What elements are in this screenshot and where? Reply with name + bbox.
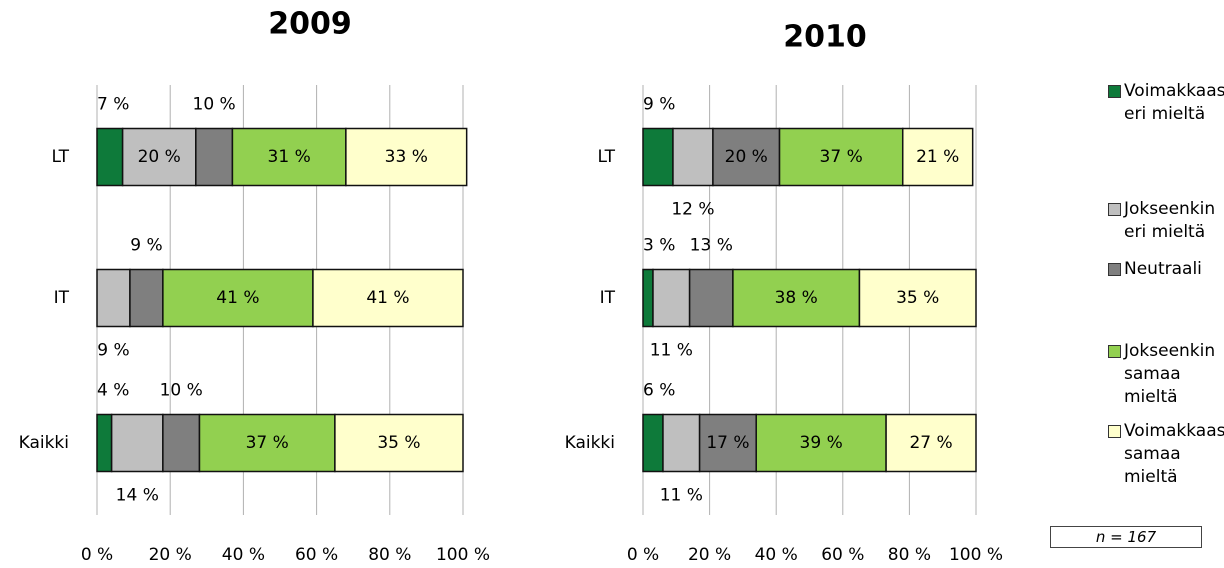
bar-segment	[885, 413, 977, 473]
data-label: 41 %	[216, 288, 259, 308]
bar-segment	[778, 127, 904, 187]
legend-label: Voimakkaasti eri mieltä	[1124, 81, 1224, 124]
bar-segment	[662, 413, 701, 473]
data-label: 4 %	[97, 381, 129, 401]
y-tick-label: Kaikki	[565, 433, 615, 453]
chart-title: 2009	[268, 7, 352, 42]
data-label: 31 %	[268, 147, 311, 167]
bar-segment	[96, 268, 131, 328]
data-label: 11 %	[650, 341, 693, 361]
data-label: 17 %	[706, 433, 749, 453]
data-label: 21 %	[916, 147, 959, 167]
data-label: 3 %	[643, 236, 675, 256]
y-tick-label: LT	[597, 147, 615, 167]
bar-segment	[121, 127, 197, 187]
y-tick-label: IT	[54, 288, 70, 308]
data-label: 38 %	[775, 288, 818, 308]
data-label: 35 %	[896, 288, 939, 308]
bar-segment	[110, 413, 164, 473]
legend-item: Voimakkaasti eri mieltä	[1108, 80, 1224, 126]
bar-segment	[672, 127, 714, 187]
x-tick-label: 20 %	[688, 545, 731, 565]
legend-swatch	[1108, 263, 1121, 276]
note: n = 167	[1050, 526, 1202, 548]
x-tick-label: 80 %	[368, 545, 411, 565]
legend-swatch	[1108, 425, 1121, 438]
bar-segment	[652, 268, 691, 328]
x-tick-label: 60 %	[295, 545, 338, 565]
data-label: 37 %	[246, 433, 289, 453]
data-label: 9 %	[130, 236, 162, 256]
bar-segment	[195, 127, 234, 187]
x-tick-label: 100 %	[436, 545, 490, 565]
x-tick-label: 40 %	[755, 545, 798, 565]
bar-segment	[642, 127, 674, 187]
y-tick-label: IT	[600, 288, 616, 308]
bar-segment	[858, 268, 977, 328]
bar-segment	[345, 127, 468, 187]
y-tick-label: LT	[51, 147, 69, 167]
x-tick-label: 0 %	[81, 545, 113, 565]
legend-label: Jokseenkin eri mieltä	[1124, 199, 1216, 242]
x-tick-label: 0 %	[627, 545, 659, 565]
legend-item: Neutraali	[1108, 258, 1224, 281]
bar-segment	[732, 268, 861, 328]
bar-segment	[642, 413, 664, 473]
data-label: 33 %	[385, 147, 428, 167]
x-tick-label: 60 %	[821, 545, 864, 565]
data-label: 6 %	[643, 381, 675, 401]
legend-swatch	[1108, 85, 1121, 98]
data-label: 12 %	[671, 200, 714, 220]
bar-segment	[198, 413, 336, 473]
bar-segment	[96, 413, 113, 473]
bar-segment	[642, 268, 654, 328]
data-label: 13 %	[690, 236, 733, 256]
legend-swatch	[1108, 203, 1121, 216]
bar-segment	[312, 268, 464, 328]
bar-segment	[688, 268, 734, 328]
data-label: 11 %	[660, 486, 703, 506]
y-tick-label: Kaikki	[19, 433, 69, 453]
data-label: 35 %	[377, 433, 420, 453]
legend-swatch	[1108, 345, 1121, 358]
data-label: 20 %	[138, 147, 181, 167]
data-label: 7 %	[97, 95, 129, 115]
bar-segment	[334, 413, 464, 473]
legend-label: Voimakkaasti samaa mieltä	[1124, 421, 1224, 487]
bar-segment	[162, 413, 201, 473]
data-label: 9 %	[97, 341, 129, 361]
legend-item: Jokseenkin samaa mieltä	[1108, 340, 1224, 409]
legend-item: Voimakkaasti samaa mieltä	[1108, 420, 1224, 489]
legend-label: Jokseenkin samaa mieltä	[1124, 341, 1216, 407]
bar-segment	[129, 268, 164, 328]
chart-title: 2010	[783, 20, 867, 55]
legend-item: Jokseenkin eri mieltä	[1108, 198, 1224, 244]
bar-segment	[96, 127, 124, 187]
legend-label: Neutraali	[1124, 259, 1202, 279]
bar-segment	[698, 413, 757, 473]
x-tick-label: 100 %	[949, 545, 1003, 565]
x-tick-label: 40 %	[222, 545, 265, 565]
data-label: 39 %	[800, 433, 843, 453]
data-label: 37 %	[820, 147, 863, 167]
data-label: 14 %	[116, 486, 159, 506]
data-label: 20 %	[725, 147, 768, 167]
data-label: 10 %	[193, 95, 236, 115]
bar-segment	[162, 268, 314, 328]
data-label: 9 %	[643, 95, 675, 115]
data-label: 41 %	[366, 288, 409, 308]
bar-segment	[755, 413, 887, 473]
x-tick-label: 80 %	[888, 545, 931, 565]
bar-segment	[901, 127, 974, 187]
x-tick-label: 20 %	[149, 545, 192, 565]
data-label: 27 %	[909, 433, 952, 453]
data-label: 10 %	[160, 381, 203, 401]
